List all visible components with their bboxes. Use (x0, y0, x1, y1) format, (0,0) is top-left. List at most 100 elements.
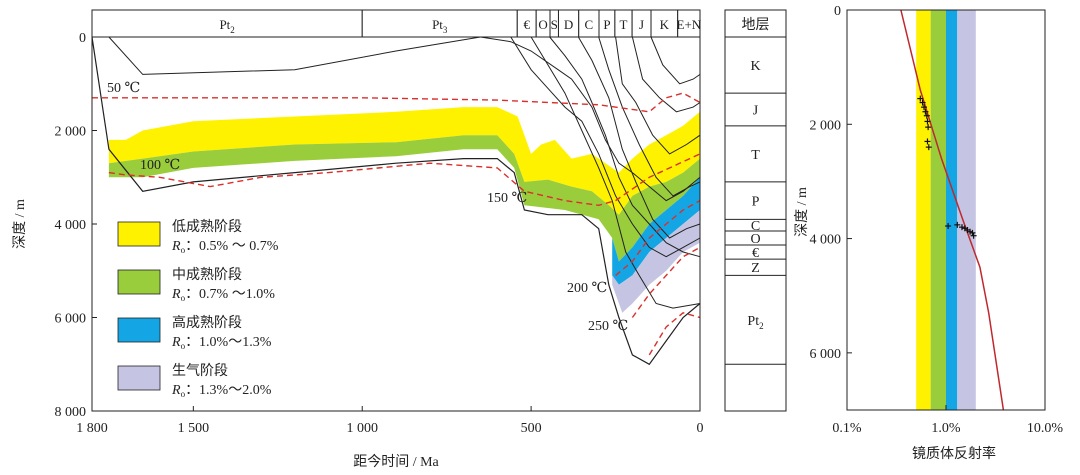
x-axis-ticks: 0.1% 1.0% 10.0% (832, 405, 1063, 436)
reflectance-band-3 (946, 10, 958, 410)
legend-name: 低成熟阶段 (172, 219, 242, 235)
period-label-7: C (585, 17, 594, 32)
zone-fill-2 (108, 135, 700, 262)
layer-line-9 (631, 36, 701, 113)
x-axis-label: 镜质体反射率 (912, 445, 996, 462)
legend-swatch-4 (117, 365, 161, 391)
strata-label-3: T (751, 148, 760, 163)
data-point (919, 99, 926, 106)
reflectance-band-1 (916, 10, 931, 410)
legend-range: Ro：1.3%～2.0% (171, 383, 272, 399)
period-label-4: O (538, 17, 547, 32)
strata-label-1: K (750, 59, 760, 74)
legend-range: Ro：1.0%～1.3% (171, 335, 272, 351)
data-point (954, 221, 961, 228)
period-label-3: € (523, 17, 530, 32)
reflectance-bands (916, 10, 976, 410)
zone-fill-4 (612, 210, 700, 313)
strata-header-cell (724, 9, 787, 38)
y-tick-label: 4 000 (55, 218, 87, 233)
x-tick-label: 1 800 (76, 421, 108, 436)
isotherm-label: 50 ℃ (107, 81, 140, 96)
data-point (924, 138, 931, 145)
x-tick-label: 1 500 (178, 421, 210, 436)
layer-line-10 (650, 36, 701, 85)
y-tick-label: 4 000 (810, 233, 842, 248)
zone-fill-1 (108, 107, 700, 215)
period-label-9: T (620, 17, 628, 32)
strata-label-5: C (751, 219, 760, 234)
burial-layer-lines (91, 36, 701, 366)
isotherm-label: 250 ℃ (588, 319, 628, 334)
trend-line (900, 9, 1005, 411)
legend-swatch-2 (117, 269, 161, 295)
y-tick-label: 2 000 (810, 118, 842, 133)
strata-label-2: J (753, 103, 759, 118)
layer-line-4 (530, 36, 701, 309)
data-point (925, 144, 932, 151)
x-tick-label: 1.0% (931, 421, 961, 436)
period-label-10: J (639, 17, 644, 32)
isotherm-line-4 (631, 246, 701, 318)
legend: 低成熟阶段 Ro：0.5% ～ 0.7% 中成熟阶段 Ro：0.7% ～1.0% 高成熟… (117, 219, 279, 399)
x-axis-ticks: 1 800 1 500 1 000 500 0 (76, 406, 704, 436)
isotherm-label: 200 ℃ (567, 281, 607, 296)
reflectance-chart: 0.1% 1.0% 10.0% 0 2 000 4 000 6 000 镜质体反射率 深度… (794, 4, 1063, 462)
data-point (924, 118, 931, 125)
strata-label-7: € (752, 246, 759, 261)
period-cell (361, 9, 518, 38)
legend-swatch-1 (117, 221, 161, 247)
data-point (917, 95, 924, 102)
x-tick-label: 0 (697, 421, 704, 436)
layer-line-5 (549, 36, 701, 258)
period-cell (91, 9, 363, 38)
isotherm-lines: 50 ℃ 100 ℃ 150 ℃ 200 ℃ 250 ℃ (92, 81, 701, 356)
isotherm-line-5 (648, 312, 701, 356)
layer-line-7 (598, 36, 701, 197)
isotherm-line-1 (92, 92, 701, 113)
period-label-5: S (551, 17, 558, 32)
isotherm-label: 100 ℃ (140, 158, 180, 173)
strata-label-8: Z (751, 261, 760, 276)
period-label-11: K (660, 17, 670, 32)
x-tick-label: 0.1% (832, 421, 862, 436)
strata-label-4: P (752, 195, 760, 210)
data-point (970, 232, 977, 239)
y-tick-label: 8 000 (55, 405, 87, 420)
legend-name: 高成熟阶段 (172, 314, 242, 331)
layer-line-6 (577, 36, 701, 239)
layer-line-3 (510, 36, 701, 258)
isotherm-line-3 (615, 199, 701, 276)
y-tick-label: 6 000 (810, 347, 842, 362)
data-point (925, 124, 932, 131)
legend-name: 生气阶段 (172, 363, 228, 379)
y-axis-ticks: 0 2 000 4 000 6 000 8 000 (55, 31, 97, 420)
y-tick-label: 0 (79, 31, 86, 46)
period-cell (650, 9, 679, 38)
strata-frame (724, 36, 787, 412)
reflectance-band-4 (957, 10, 976, 410)
period-label-8: P (603, 17, 610, 32)
legend-range: Ro：0.5% ～ 0.7% (171, 239, 279, 255)
x-tick-label: 1 000 (346, 421, 378, 436)
legend-name: 中成熟阶段 (172, 267, 242, 283)
period-label-6: D (564, 17, 573, 32)
legend-range: Ro：0.7% ～1.0% (171, 287, 275, 303)
y-axis-label: 深度 / m (794, 187, 810, 237)
reflectance-band-2 (930, 10, 946, 410)
layer-line-8 (615, 36, 701, 155)
data-point (922, 108, 929, 115)
data-point (921, 104, 928, 111)
data-point (923, 112, 930, 119)
strata-title: 地层 (742, 17, 770, 33)
x-tick-label: 500 (521, 421, 542, 436)
layer-line-1 (108, 36, 481, 75)
strata-label-6: O (750, 232, 760, 247)
y-tick-label: 0 (834, 4, 841, 19)
y-axis-ticks: 0 2 000 4 000 6 000 (810, 4, 852, 362)
data-point (945, 223, 952, 229)
data-point (958, 224, 965, 231)
